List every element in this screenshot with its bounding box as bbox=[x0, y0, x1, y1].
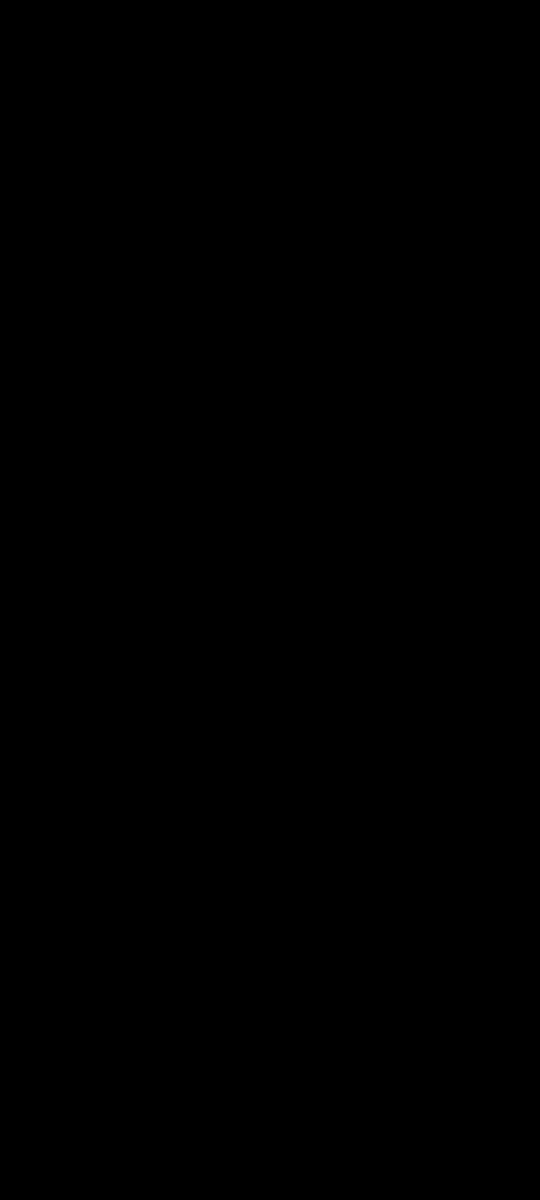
Text: (b) Minimize the obtained expression using Boolean rules and design the logic ci: (b) Minimize the obtained expression usi… bbox=[8, 419, 530, 444]
Text: X: X bbox=[71, 463, 78, 472]
Text: Z: Z bbox=[165, 463, 171, 472]
Text: Y: Y bbox=[132, 463, 138, 472]
Text: $\bar{X}$: $\bar{X}$ bbox=[100, 458, 110, 472]
Text: 5. (a) Obtain the Boolean expression from the logic circuit.: 5. (a) Obtain the Boolean expression fro… bbox=[8, 398, 340, 408]
Text: $\bar{Z}$: $\bar{Z}$ bbox=[193, 458, 202, 472]
